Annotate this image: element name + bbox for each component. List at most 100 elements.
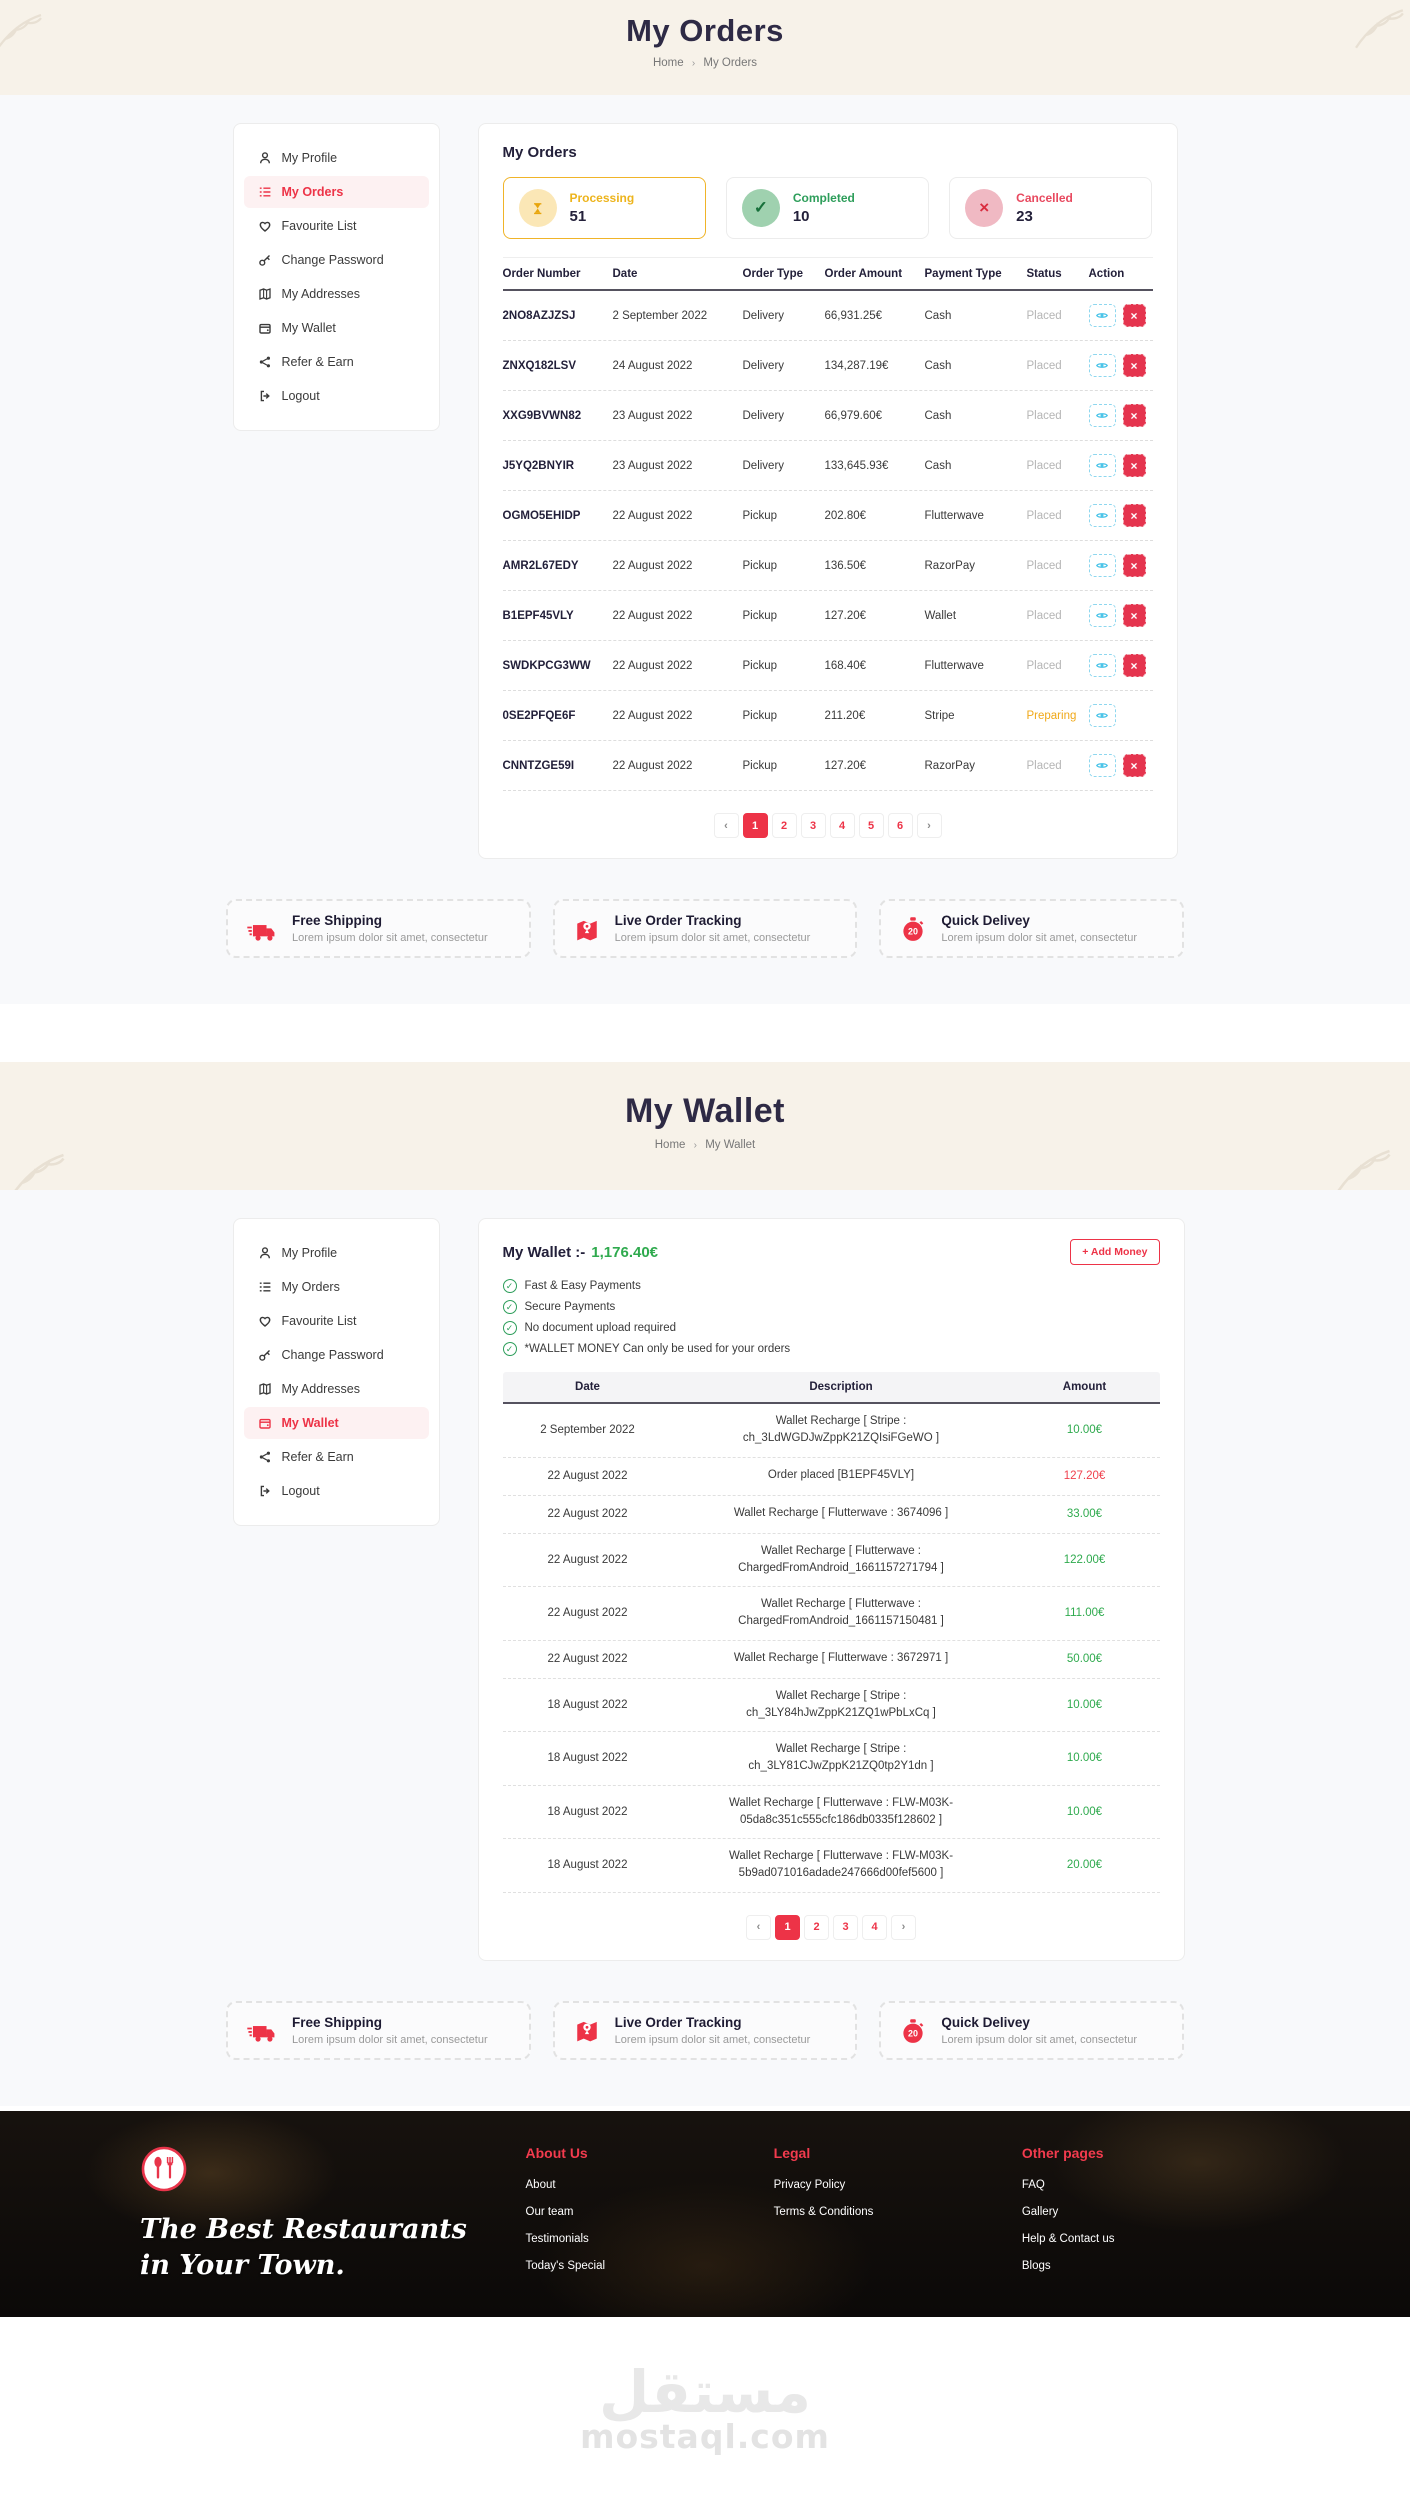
pagination-prev[interactable]: ‹ <box>746 1914 771 1940</box>
sidebar-item-logout[interactable]: Logout <box>244 380 429 412</box>
benefit-text: No document upload required <box>524 1322 677 1334</box>
sidebar-item-change-password[interactable]: Change Password <box>244 244 429 276</box>
cancel-order-button[interactable]: × <box>1122 454 1146 477</box>
footer-link[interactable]: Our team <box>525 2205 574 2218</box>
transaction-date: 18 August 2022 <box>547 1698 628 1711</box>
feature-title: Quick Delivey <box>941 2014 1030 2030</box>
hourglass-icon <box>518 189 557 227</box>
order-status: Placed <box>1026 309 1062 322</box>
pagination-page[interactable]: 3 <box>833 1914 858 1940</box>
footer-link[interactable]: Terms & Conditions <box>773 2205 874 2218</box>
cancel-order-button[interactable]: × <box>1122 554 1146 577</box>
view-order-button[interactable] <box>1088 654 1116 677</box>
view-order-button[interactable] <box>1088 454 1116 477</box>
view-order-button[interactable] <box>1088 604 1116 627</box>
view-order-button[interactable] <box>1088 754 1116 777</box>
pagination-prev[interactable]: ‹ <box>713 813 739 838</box>
transaction-row: 18 August 2022 Wallet Recharge [ Stripe … <box>502 1679 1160 1732</box>
sidebar-item-change-password[interactable]: Change Password <box>244 1339 429 1371</box>
sidebar-item-my-orders[interactable]: My Orders <box>243 176 429 208</box>
pagination-page[interactable]: 6 <box>887 813 913 838</box>
wallet-table-header: Date Description Amount <box>502 1372 1160 1404</box>
footer-link[interactable]: FAQ <box>1021 2178 1045 2191</box>
sidebar-item-my-addresses[interactable]: My Addresses <box>244 278 429 310</box>
sidebar-item-my-orders[interactable]: My Orders <box>244 1271 429 1303</box>
col-payment-type: Payment Type <box>924 268 1002 280</box>
restaurant-logo-icon <box>141 2146 187 2191</box>
view-order-button[interactable] <box>1088 704 1116 727</box>
transaction-description: Wallet Recharge [ Flutterwave : ChargedF… <box>738 1544 944 1574</box>
feature-title: Live Order Tracking <box>614 2014 742 2030</box>
sidebar-item-my-profile[interactable]: My Profile <box>244 142 429 174</box>
eye-icon <box>1096 713 1108 718</box>
pagination-page[interactable]: 1 <box>775 1914 800 1940</box>
breadcrumb-home-link[interactable]: Home <box>654 1139 686 1151</box>
feature-desc: Lorem ipsum dolor sit amet, consectetur <box>292 932 488 944</box>
pagination-page[interactable]: 5 <box>858 813 884 838</box>
sidebar-item-refer-earn[interactable]: Refer & Earn <box>244 1441 429 1473</box>
cancel-order-button[interactable]: × <box>1122 754 1146 777</box>
pagination-page[interactable]: 3 <box>800 813 826 838</box>
sidebar-item-label: My Orders <box>281 1280 340 1294</box>
status-count: 51 <box>569 208 587 225</box>
pagination-page[interactable]: 2 <box>804 1914 829 1940</box>
col-order-amount: Order Amount <box>824 268 903 280</box>
processing-filter-card[interactable]: Processing 51 <box>502 177 706 239</box>
site-footer: The Best Restaurants in Your Town. About… <box>0 2111 1410 2317</box>
orders-page: My Orders Home › My Orders My Profile My… <box>0 0 1410 1004</box>
sidebar-item-favourite-list[interactable]: Favourite List <box>244 210 429 242</box>
sidebar-item-refer-earn[interactable]: Refer & Earn <box>244 346 429 378</box>
pagination-next[interactable]: › <box>891 1914 916 1940</box>
sidebar-item-my-profile[interactable]: My Profile <box>244 1237 429 1269</box>
view-order-button[interactable] <box>1088 354 1116 377</box>
cancel-order-button[interactable]: × <box>1122 404 1146 427</box>
cancel-order-button[interactable]: × <box>1122 504 1146 527</box>
footer-link[interactable]: Blogs <box>1021 2259 1051 2272</box>
transaction-date: 18 August 2022 <box>547 1859 628 1872</box>
cancel-order-button[interactable]: × <box>1122 654 1146 677</box>
completed-filter-card[interactable]: ✓ Completed 10 <box>725 177 930 239</box>
cancel-order-button[interactable]: × <box>1122 604 1146 627</box>
footer-heading: Legal <box>773 2144 811 2161</box>
transaction-date: 22 August 2022 <box>547 1607 628 1620</box>
sidebar-item-my-wallet[interactable]: My Wallet <box>243 1407 429 1439</box>
sidebar-item-my-addresses[interactable]: My Addresses <box>244 1373 429 1405</box>
pagination-page[interactable]: 4 <box>862 1914 887 1940</box>
order-actions: × <box>1088 554 1153 577</box>
sidebar-item-label: Favourite List <box>281 219 357 233</box>
breadcrumb-home-link[interactable]: Home <box>652 57 684 69</box>
pagination-next[interactable]: › <box>916 813 942 838</box>
col-order-number: Order Number <box>502 268 581 280</box>
order-date: 22 August 2022 <box>612 709 693 722</box>
pagination-page[interactable]: 1 <box>742 813 768 838</box>
footer-link[interactable]: Privacy Policy <box>773 2178 846 2191</box>
benefit-item: ✓ *WALLET MONEY Can only be used for you… <box>502 1342 1160 1356</box>
footer-link[interactable]: Testimonials <box>525 2232 589 2245</box>
sidebar-item-logout[interactable]: Logout <box>244 1475 429 1507</box>
sidebar-item-label: My Profile <box>281 151 338 165</box>
add-money-button[interactable]: + Add Money <box>1070 1239 1160 1265</box>
sidebar-item-favourite-list[interactable]: Favourite List <box>244 1305 429 1337</box>
footer-link[interactable]: Gallery <box>1021 2205 1059 2218</box>
view-order-button[interactable] <box>1088 504 1116 527</box>
order-status-filters: Processing 51 ✓ Completed 10 × Cancelled… <box>502 177 1153 239</box>
feature-desc: Lorem ipsum dolor sit amet, consectetur <box>614 932 811 944</box>
footer-link[interactable]: Help & Contact us <box>1021 2232 1115 2245</box>
order-status: Placed <box>1026 459 1062 472</box>
cancel-order-button[interactable]: × <box>1122 304 1146 327</box>
sidebar-item-my-wallet[interactable]: My Wallet <box>244 312 429 344</box>
cancel-order-button[interactable]: × <box>1122 354 1146 377</box>
footer-link[interactable]: Today's Special <box>525 2259 606 2272</box>
pagination-page[interactable]: 2 <box>771 813 797 838</box>
feature-free-shipping: Free Shipping Lorem ipsum dolor sit amet… <box>226 2000 531 2060</box>
transaction-row: 2 September 2022 Wallet Recharge [ Strip… <box>502 1404 1160 1458</box>
footer-link[interactable]: About <box>525 2178 556 2191</box>
pagination-page[interactable]: 4 <box>829 813 855 838</box>
order-type: Delivery <box>742 309 785 322</box>
cancelled-filter-card[interactable]: × Cancelled 23 <box>949 177 1153 239</box>
view-order-button[interactable] <box>1088 404 1116 427</box>
view-order-button[interactable] <box>1088 304 1116 327</box>
check-circle-icon: ✓ <box>502 1321 517 1335</box>
order-type: Pickup <box>742 759 778 772</box>
view-order-button[interactable] <box>1088 554 1116 577</box>
